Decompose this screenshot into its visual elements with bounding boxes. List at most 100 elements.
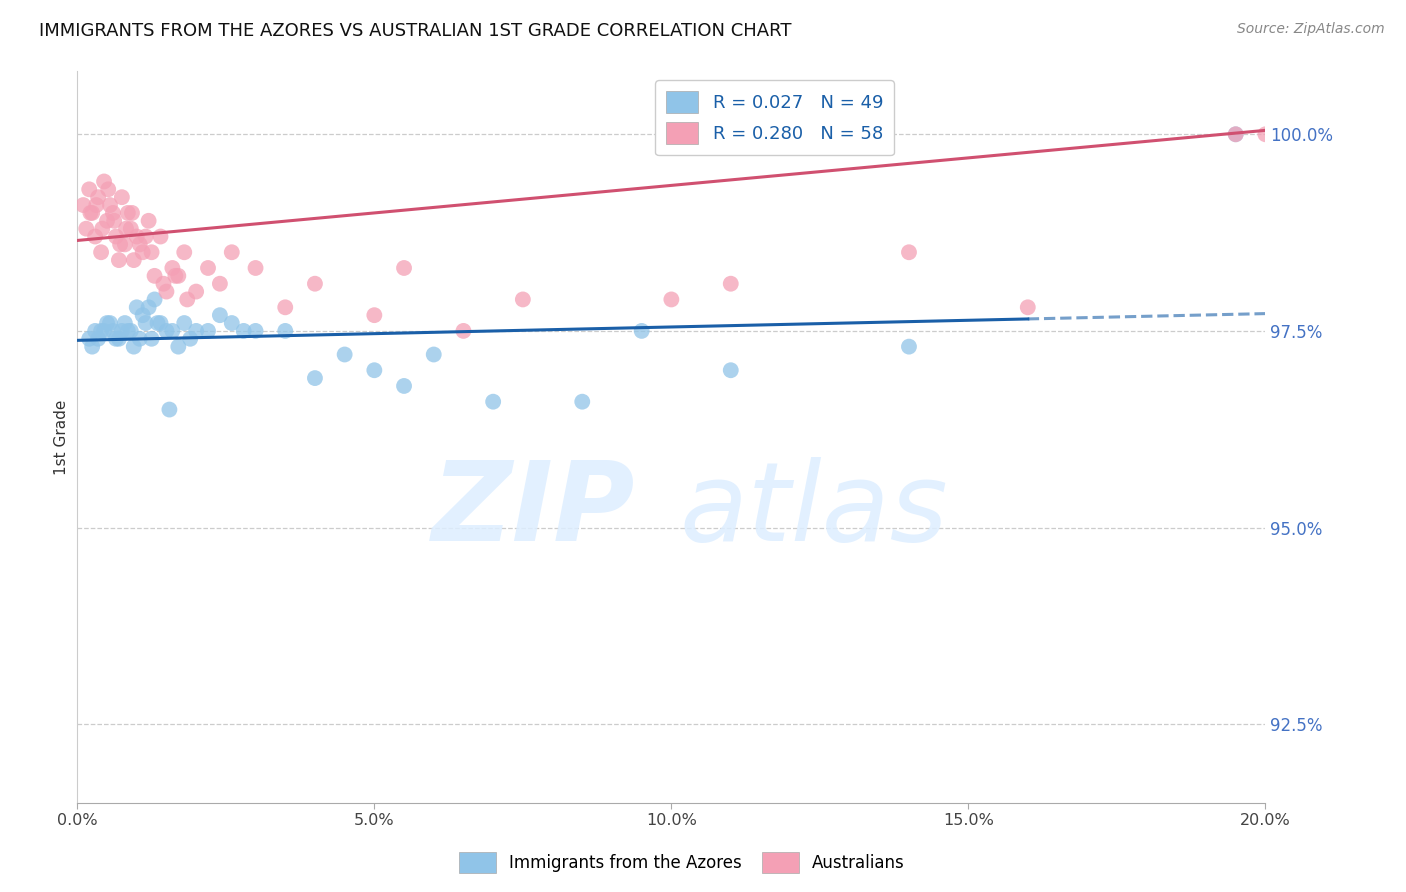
Point: [162, 324, 184, 338]
Point: [125, 301, 148, 315]
Point: [117, 206, 139, 220]
Point: [571, 394, 593, 409]
Point: [179, 332, 201, 346]
Point: [120, 324, 142, 338]
Point: [114, 237, 136, 252]
Point: [138, 301, 160, 315]
Point: [97, 182, 120, 196]
Point: [186, 285, 208, 299]
Point: [274, 301, 297, 315]
Point: [221, 316, 243, 330]
Point: [512, 293, 534, 307]
Point: [208, 308, 231, 322]
Point: [232, 324, 254, 338]
Point: [165, 268, 187, 283]
Point: [453, 324, 475, 338]
Point: [363, 308, 385, 322]
Point: [423, 347, 446, 361]
Point: [79, 206, 101, 220]
Point: [173, 245, 195, 260]
Point: [152, 277, 174, 291]
Point: [117, 324, 139, 338]
Point: [141, 245, 163, 260]
Point: [87, 190, 110, 204]
Point: [141, 332, 163, 346]
Point: [121, 206, 143, 220]
Point: [630, 324, 652, 338]
Text: ZIP: ZIP: [432, 457, 636, 564]
Point: [392, 379, 415, 393]
Point: [122, 253, 145, 268]
Legend: Immigrants from the Azores, Australians: Immigrants from the Azores, Australians: [453, 846, 911, 880]
Point: [392, 260, 415, 275]
Point: [146, 316, 169, 330]
Point: [155, 285, 177, 299]
Point: [186, 324, 208, 338]
Point: [1017, 301, 1039, 315]
Point: [720, 363, 742, 377]
Point: [77, 332, 100, 346]
Point: [111, 190, 134, 204]
Point: [122, 340, 145, 354]
Point: [661, 293, 683, 307]
Point: [103, 214, 125, 228]
Point: [898, 340, 921, 354]
Point: [101, 206, 124, 220]
Point: [96, 214, 118, 228]
Point: [93, 174, 115, 188]
Point: [86, 198, 108, 212]
Point: [75, 221, 97, 235]
Point: [274, 324, 297, 338]
Point: [87, 332, 110, 346]
Point: [98, 316, 121, 330]
Point: [101, 324, 124, 338]
Point: [304, 371, 326, 385]
Point: [131, 245, 153, 260]
Point: [82, 206, 104, 220]
Point: [90, 245, 112, 260]
Point: [114, 316, 136, 330]
Point: [363, 363, 385, 377]
Point: [120, 221, 142, 235]
Text: IMMIGRANTS FROM THE AZORES VS AUSTRALIAN 1ST GRADE CORRELATION CHART: IMMIGRANTS FROM THE AZORES VS AUSTRALIAN…: [39, 22, 792, 40]
Point: [104, 332, 127, 346]
Point: [143, 293, 166, 307]
Point: [90, 324, 112, 338]
Point: [138, 214, 160, 228]
Point: [91, 221, 114, 235]
Point: [77, 182, 100, 196]
Point: [208, 277, 231, 291]
Point: [96, 316, 118, 330]
Point: [108, 253, 131, 268]
Point: [167, 268, 190, 283]
Point: [1225, 128, 1247, 142]
Point: [1254, 128, 1277, 142]
Point: [898, 245, 921, 260]
Point: [197, 324, 219, 338]
Point: [98, 198, 121, 212]
Point: [104, 229, 127, 244]
Text: atlas: atlas: [679, 457, 948, 564]
Point: [135, 316, 157, 330]
Point: [167, 340, 190, 354]
Point: [82, 340, 104, 354]
Point: [482, 394, 505, 409]
Point: [108, 332, 131, 346]
Point: [173, 316, 195, 330]
Point: [72, 198, 94, 212]
Point: [111, 324, 134, 338]
Point: [333, 347, 356, 361]
Point: [108, 237, 131, 252]
Point: [125, 229, 148, 244]
Point: [93, 324, 115, 338]
Point: [143, 268, 166, 283]
Point: [131, 308, 153, 322]
Point: [149, 316, 172, 330]
Point: [304, 277, 326, 291]
Point: [84, 229, 107, 244]
Point: [245, 260, 267, 275]
Point: [135, 229, 157, 244]
Point: [197, 260, 219, 275]
Point: [128, 237, 150, 252]
Point: [149, 229, 172, 244]
